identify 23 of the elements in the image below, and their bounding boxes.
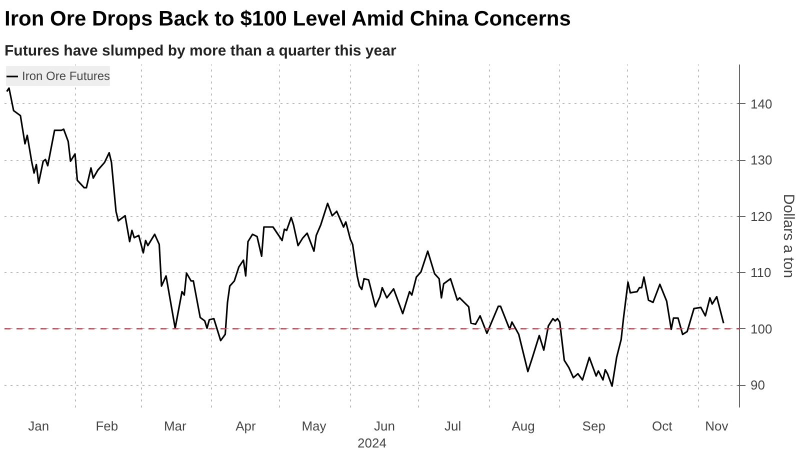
x-tick-label: Jun xyxy=(374,418,396,434)
x-tick-label: Jul xyxy=(444,418,462,434)
x-axis-title: 2024 xyxy=(358,436,386,450)
x-tick-label: Oct xyxy=(652,418,673,434)
x-tick-label: Feb xyxy=(96,418,118,434)
legend-label: Iron Ore Futures xyxy=(22,69,110,83)
y-tick-label: 110 xyxy=(750,265,772,280)
x-tick-label: Aug xyxy=(512,418,535,434)
y-tick-label: 120 xyxy=(750,208,772,224)
chart-title: Iron Ore Drops Back to $100 Level Amid China Concerns xyxy=(4,8,571,30)
chart-subtitle: Futures have slumped by more than a quarter this year xyxy=(4,42,396,60)
y-tick-label: 140 xyxy=(750,96,772,112)
x-tick-label: Mar xyxy=(164,418,188,434)
x-tick-label: Nov xyxy=(705,418,729,434)
line-series xyxy=(6,87,724,387)
y-axis-title: Dollars a ton xyxy=(780,194,798,278)
y-tick-label: 130 xyxy=(750,152,772,168)
x-tick-label: Sep xyxy=(582,418,606,434)
x-tick-label: Apr xyxy=(236,418,256,434)
x-tick-label: May xyxy=(302,418,327,434)
x-tick-label: Jan xyxy=(28,418,50,434)
y-tick-label: 100 xyxy=(750,321,772,336)
y-tick-label: 90 xyxy=(750,378,765,393)
